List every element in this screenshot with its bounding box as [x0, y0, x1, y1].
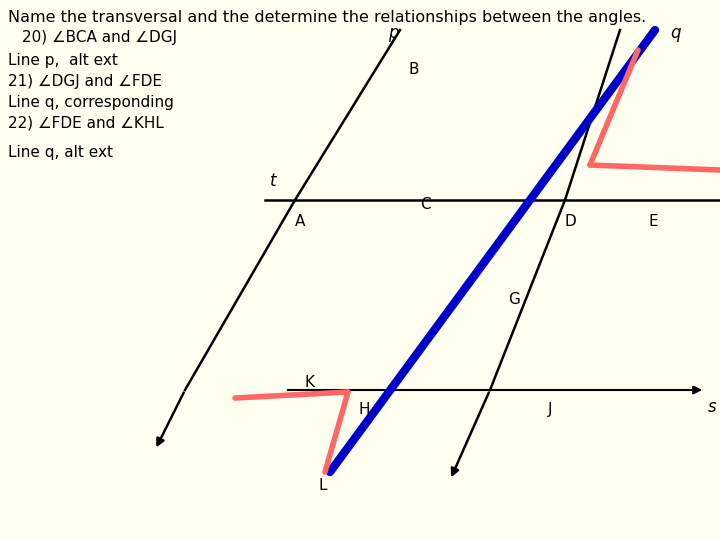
Text: C: C [420, 197, 431, 212]
Text: L: L [318, 478, 326, 493]
Text: B: B [408, 62, 418, 77]
Text: Line q, corresponding: Line q, corresponding [8, 95, 174, 110]
Text: 21) ∠DGJ and ∠FDE: 21) ∠DGJ and ∠FDE [8, 74, 162, 89]
Text: q: q [670, 24, 680, 42]
Text: p: p [388, 24, 398, 42]
Text: K: K [305, 375, 315, 390]
Text: H: H [358, 402, 369, 417]
Text: E: E [648, 214, 657, 229]
Text: A: A [295, 214, 305, 229]
Text: Name the transversal and the determine the relationships between the angles.: Name the transversal and the determine t… [8, 10, 647, 25]
Text: J: J [548, 402, 552, 417]
Text: Line p,  alt ext: Line p, alt ext [8, 53, 118, 68]
Text: G: G [508, 292, 520, 307]
Text: 22) ∠FDE and ∠KHL: 22) ∠FDE and ∠KHL [8, 116, 164, 131]
Text: D: D [565, 214, 577, 229]
Text: 20) ∠BCA and ∠DGJ: 20) ∠BCA and ∠DGJ [22, 30, 177, 45]
Text: s: s [708, 398, 716, 416]
Text: t: t [270, 172, 276, 190]
Text: Line q, alt ext: Line q, alt ext [8, 145, 113, 160]
